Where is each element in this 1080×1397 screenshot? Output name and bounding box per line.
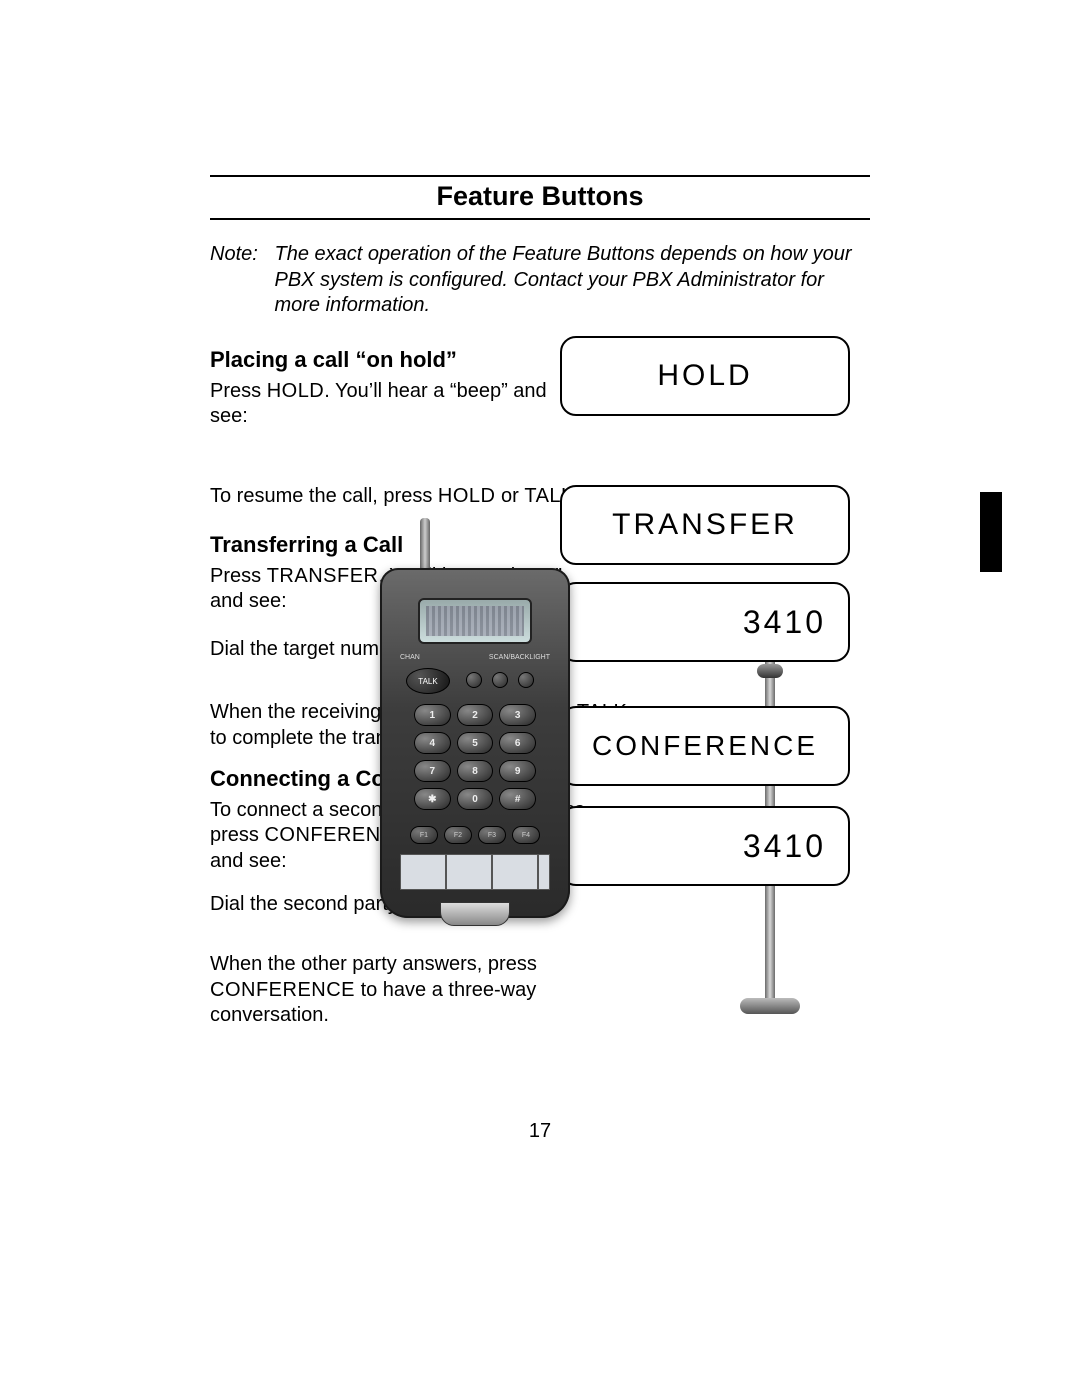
phone-screen-icon xyxy=(418,598,532,644)
keypad-key: 0 xyxy=(457,788,494,810)
talk-button-icon: TALK xyxy=(406,668,450,694)
keypad-key: ✱ xyxy=(414,788,451,810)
keypad-key: 8 xyxy=(457,760,494,782)
lcd-text: 3410 xyxy=(743,604,826,641)
function-key: F4 xyxy=(512,826,540,844)
phone-panel-icon xyxy=(400,854,550,890)
function-key: F3 xyxy=(478,826,506,844)
function-key: F1 xyxy=(410,826,438,844)
phone-tiny-labels: CHAN SCAN/BACKLIGHT xyxy=(400,654,550,661)
lcd-display-conference: CONFERENCE xyxy=(560,706,850,786)
tiny-label: SCAN/BACKLIGHT xyxy=(489,654,550,661)
phone-keypad: 123 456 789 ✱ 0# xyxy=(414,704,536,810)
talk-label: TALK xyxy=(418,677,437,686)
keypad-key: 7 xyxy=(414,760,451,782)
keypad-key: 2 xyxy=(457,704,494,726)
pole-stand-icon xyxy=(740,998,800,1014)
lcd-display-transfer: TRANSFER xyxy=(560,485,850,565)
lcd-text: HOLD xyxy=(657,359,752,393)
pole-cap-icon xyxy=(757,664,783,678)
keypad-key: 9 xyxy=(499,760,536,782)
phone-antenna-icon xyxy=(420,518,430,573)
keypad-key: 5 xyxy=(457,732,494,754)
lcd-display-dial-1: 3410 xyxy=(560,582,850,662)
small-button-icon xyxy=(466,672,482,688)
keypad-key: 4 xyxy=(414,732,451,754)
lcd-text: 3410 xyxy=(743,828,826,865)
cordless-phone-illustration: CHAN SCAN/BACKLIGHT TALK 123 456 789 ✱ 0# F1… xyxy=(380,568,570,928)
phone-function-keys: F1 F2 F3 F4 xyxy=(410,826,540,844)
function-key: F2 xyxy=(444,826,472,844)
keypad-key: # xyxy=(499,788,536,810)
keypad-key: 3 xyxy=(499,704,536,726)
small-button-icon xyxy=(492,672,508,688)
lcd-display-dial-2: 3410 xyxy=(560,806,850,886)
lcd-text: TRANSFER xyxy=(612,508,798,542)
tiny-label: CHAN xyxy=(400,654,420,661)
lcd-display-hold: HOLD xyxy=(560,336,850,416)
phone-foot-icon xyxy=(440,902,510,926)
keypad-key: 1 xyxy=(414,704,451,726)
keypad-key: 6 xyxy=(499,732,536,754)
lcd-text: CONFERENCE xyxy=(592,730,818,762)
small-button-icon xyxy=(518,672,534,688)
